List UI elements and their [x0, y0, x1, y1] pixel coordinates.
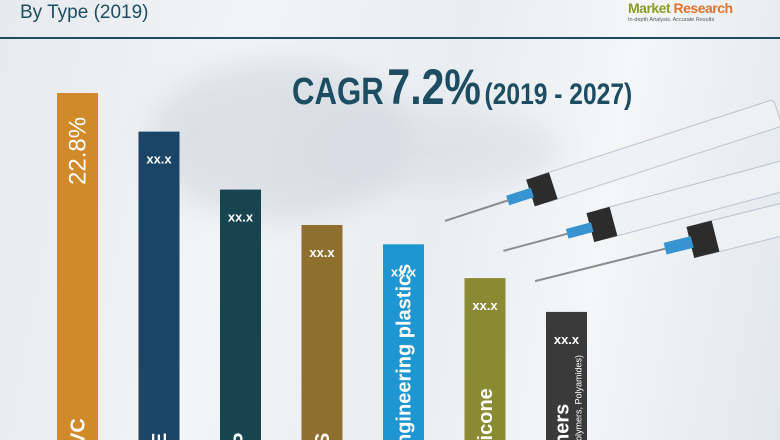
- category-label: VC: [68, 418, 90, 440]
- bar: [383, 244, 424, 440]
- category-label: ngineering plastics: [394, 264, 416, 440]
- bar: [57, 93, 98, 440]
- category-label: P: [231, 433, 253, 440]
- cagr-label: CAGR: [292, 71, 384, 113]
- bar: [301, 224, 343, 440]
- category-label: S: [312, 433, 334, 440]
- cagr-value: 7.2%: [387, 59, 481, 115]
- logo-word-market: Market: [628, 0, 671, 16]
- cagr-headline: CAGR 7.2% (2019 - 2027): [292, 58, 632, 116]
- bar: [138, 131, 180, 440]
- category-label: licone: [475, 388, 497, 440]
- bar: [546, 311, 587, 440]
- bar-value-label: xx.x: [391, 264, 417, 279]
- logo-tagline: In-depth Analysis. Accurate Results: [628, 17, 715, 23]
- cagr-period: (2019 - 2027): [484, 78, 633, 111]
- header-divider: [0, 37, 780, 39]
- chart-subtitle: By Type (2019): [20, 2, 149, 23]
- bar: [464, 278, 506, 440]
- category-label: E: [149, 433, 171, 440]
- bar-value-label: xx.x: [472, 298, 498, 313]
- category-label: hers: [552, 404, 574, 440]
- logo-word-research: Research: [673, 0, 734, 16]
- category-sublabel: polymers, Polyamides): [574, 355, 584, 440]
- logo: Market Research In-depth Analysis. Accur…: [628, 0, 733, 23]
- bar-value-label: xx.x: [554, 332, 580, 347]
- bar-value-label: xx.x: [309, 245, 335, 260]
- bar: [220, 189, 261, 440]
- bar-value-label: xx.x: [146, 152, 172, 167]
- bar-value-label: xx.x: [228, 210, 254, 225]
- bar-value-label: 22.8%: [65, 117, 92, 185]
